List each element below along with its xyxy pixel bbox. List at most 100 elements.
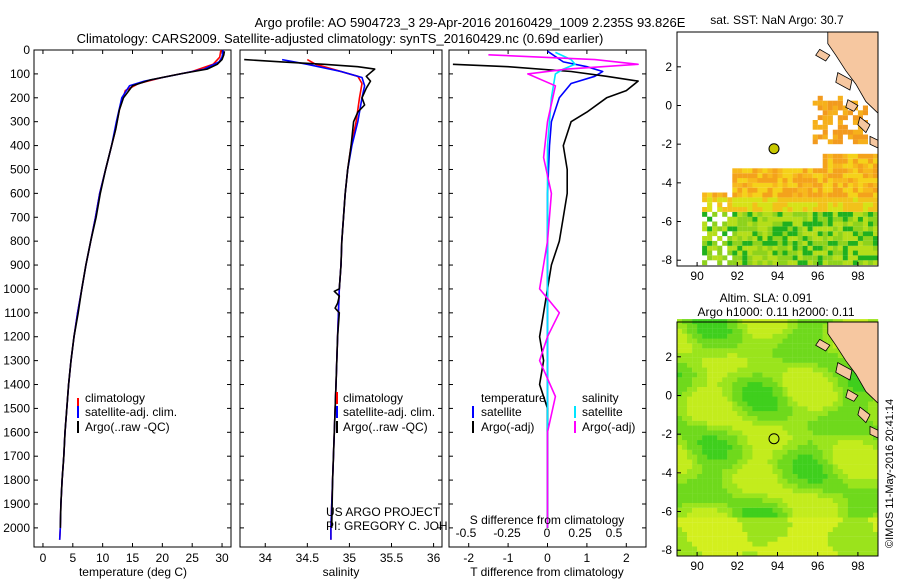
sla-cell bbox=[762, 488, 768, 494]
sst-cell bbox=[797, 226, 803, 232]
sla-cell bbox=[862, 459, 869, 465]
sla-cell bbox=[787, 386, 793, 392]
sla-cell bbox=[822, 338, 828, 344]
sla-cell bbox=[792, 338, 798, 344]
sst-cell bbox=[832, 158, 838, 164]
sla-cell bbox=[802, 401, 808, 407]
sla-cell bbox=[852, 483, 859, 489]
sla-cell bbox=[772, 411, 778, 416]
difference-panel: -2 -1 0 1 2 S difference from climatology T … bbox=[448, 49, 647, 579]
sla-cell bbox=[787, 411, 793, 416]
sst-cell bbox=[772, 245, 778, 251]
sla-cell bbox=[687, 323, 693, 329]
sla-cell bbox=[677, 338, 683, 344]
sst-cell bbox=[857, 236, 863, 241]
sla-cell bbox=[747, 473, 753, 479]
sla-cell bbox=[812, 333, 818, 339]
sst-cell bbox=[787, 255, 793, 261]
sla-cell bbox=[687, 333, 693, 339]
difference-legend: temperature satellite Argo(-adj) salinit… bbox=[472, 391, 635, 434]
sla-cell bbox=[707, 411, 713, 416]
sla-cell bbox=[707, 338, 713, 344]
sla-cell bbox=[757, 502, 763, 508]
sla-cell bbox=[747, 440, 753, 445]
sla-cell bbox=[807, 454, 813, 460]
sst-cell bbox=[792, 202, 798, 208]
sla-cell bbox=[677, 406, 683, 412]
sst-cell bbox=[787, 197, 793, 203]
sst-cell bbox=[847, 231, 853, 237]
sla-cell bbox=[707, 498, 713, 503]
sst-cell bbox=[807, 211, 813, 217]
sla-cell bbox=[873, 415, 879, 421]
sla-cell bbox=[707, 546, 713, 552]
sst-cell bbox=[777, 192, 783, 198]
sla-cell bbox=[767, 406, 773, 412]
sst-cell bbox=[752, 260, 758, 266]
sla-cell bbox=[812, 469, 818, 474]
sla-cell bbox=[847, 377, 854, 383]
sla-cell bbox=[782, 425, 788, 431]
sla-cell bbox=[737, 406, 743, 412]
sst-cell bbox=[868, 153, 874, 159]
sla-cell bbox=[827, 357, 833, 363]
sst-cell bbox=[807, 255, 813, 261]
sla-cell bbox=[777, 430, 783, 436]
x-tick-label: 34.5 bbox=[296, 551, 320, 565]
sst-cell bbox=[782, 216, 788, 222]
sla-cell bbox=[827, 483, 833, 489]
sst-cell bbox=[862, 207, 868, 212]
sla-cell bbox=[852, 435, 859, 441]
sla-cell bbox=[712, 531, 718, 537]
sla-cell bbox=[792, 333, 798, 339]
sla-cell bbox=[842, 522, 848, 528]
sla-cell bbox=[777, 406, 783, 412]
sst-cell bbox=[842, 124, 848, 130]
sla-cell bbox=[702, 507, 708, 513]
sla-cell bbox=[782, 483, 788, 489]
sla-cell bbox=[767, 333, 773, 339]
sla-cell bbox=[852, 488, 859, 494]
sla-cell bbox=[697, 498, 703, 503]
sla-cell bbox=[817, 473, 823, 479]
sla-cell bbox=[772, 522, 778, 528]
sla-cell bbox=[807, 483, 813, 489]
sla-cell bbox=[827, 401, 833, 407]
sst-cell bbox=[797, 216, 803, 222]
sst-cell bbox=[837, 115, 843, 121]
sst-cell bbox=[817, 207, 823, 212]
sla-cell bbox=[767, 377, 773, 383]
sst-cell bbox=[782, 187, 788, 193]
sst-cell bbox=[817, 178, 823, 183]
sst-cell bbox=[787, 202, 793, 208]
sla-cell bbox=[722, 493, 728, 499]
sla-cell bbox=[717, 517, 723, 523]
sla-cell bbox=[682, 401, 688, 407]
sla-cell bbox=[832, 469, 838, 474]
sla-cell bbox=[792, 406, 798, 412]
sla-cell bbox=[762, 536, 768, 542]
sst-cell bbox=[777, 245, 783, 251]
sla-cell bbox=[832, 546, 838, 552]
sla-cell bbox=[842, 507, 848, 513]
sla-cell bbox=[692, 377, 698, 383]
sla-cell bbox=[832, 454, 838, 460]
sla-cell bbox=[737, 420, 743, 426]
sla-cell bbox=[782, 502, 788, 508]
sst-cell bbox=[827, 240, 833, 246]
sla-cell bbox=[852, 531, 859, 537]
sla-cell bbox=[767, 531, 773, 537]
sla-cell bbox=[857, 507, 864, 513]
sla-cell bbox=[782, 454, 788, 460]
sla-cell bbox=[787, 415, 793, 421]
sla-cell bbox=[787, 352, 793, 358]
sst-cell bbox=[707, 250, 713, 256]
sla-cell bbox=[842, 493, 848, 499]
sla-cell bbox=[767, 386, 773, 392]
sla-cell bbox=[837, 415, 843, 421]
sla-cell bbox=[677, 507, 683, 513]
sla-cell bbox=[797, 454, 803, 460]
sla-cell bbox=[752, 512, 758, 518]
sla-cell bbox=[707, 444, 713, 450]
sst-cell bbox=[717, 250, 723, 256]
